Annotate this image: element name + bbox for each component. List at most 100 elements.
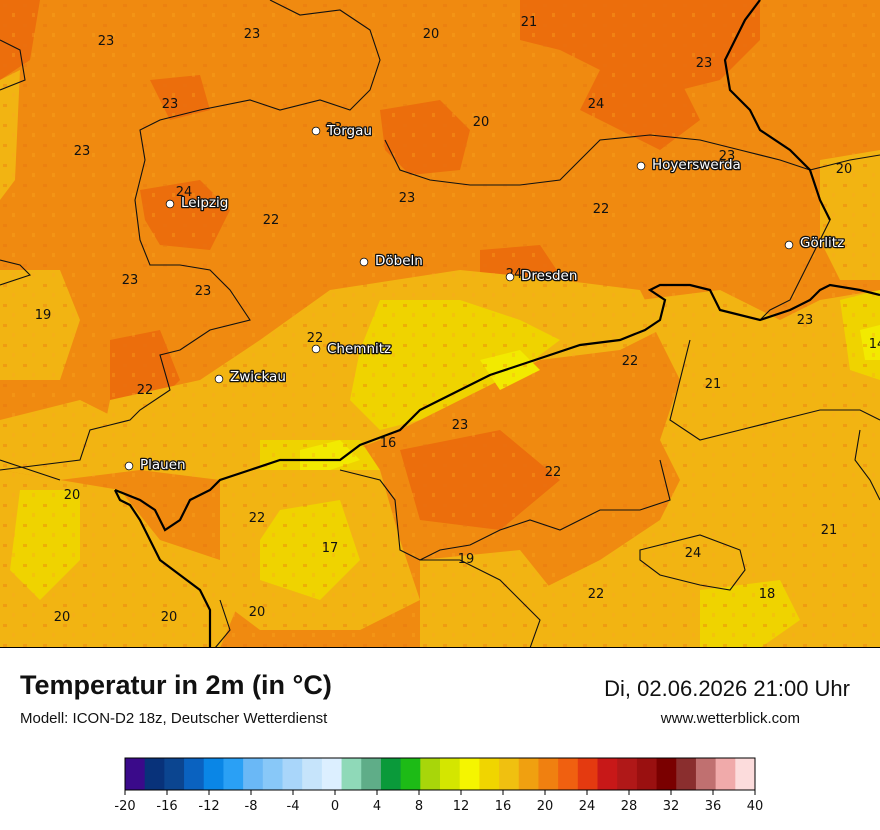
legend-swatch bbox=[282, 758, 303, 790]
legend-tick-label: -4 bbox=[287, 799, 300, 814]
temp-label: 22 bbox=[545, 465, 562, 480]
legend-swatch bbox=[184, 758, 205, 790]
legend-swatch bbox=[558, 758, 579, 790]
map-title: Temperatur in 2m (in °C) bbox=[20, 670, 332, 700]
legend-tick-label: -8 bbox=[245, 799, 258, 814]
legend-swatch bbox=[735, 758, 756, 790]
city-label: Zwickau bbox=[230, 369, 286, 385]
legend-tick-label: 8 bbox=[415, 799, 423, 814]
temp-label: 22 bbox=[593, 202, 610, 217]
website-link[interactable]: www.wetterblick.com bbox=[660, 710, 800, 727]
city-hoyerswerda[interactable]: Hoyerswerda bbox=[636, 156, 742, 174]
city-leipzig[interactable]: Leipzig bbox=[165, 194, 230, 212]
forecast-datetime: Di, 02.06.2026 21:00 Uhr bbox=[604, 676, 850, 701]
legend-swatch bbox=[617, 758, 638, 790]
city-doebeln[interactable]: Döbeln bbox=[359, 252, 424, 270]
legend-tick-label: 36 bbox=[705, 799, 722, 814]
temp-label: 23 bbox=[122, 273, 139, 288]
legend-swatch bbox=[636, 758, 658, 790]
city-markers: Torgau Leipzig Hoyerswerda Döbeln Dresde… bbox=[124, 122, 845, 474]
legend-swatch bbox=[400, 758, 421, 790]
legend-tick-label: -12 bbox=[198, 799, 219, 814]
temp-label: 23 bbox=[162, 97, 179, 112]
city-dot bbox=[311, 344, 321, 354]
legend-swatch bbox=[440, 758, 461, 790]
city-dot bbox=[311, 126, 321, 136]
temp-label: 23 bbox=[696, 56, 713, 71]
city-dot bbox=[214, 374, 224, 384]
temp-label: 22 bbox=[622, 354, 639, 369]
temp-label: 22 bbox=[137, 383, 154, 398]
city-label: Chemnitz bbox=[327, 341, 391, 357]
legend-swatch bbox=[459, 758, 480, 790]
city-chemnitz[interactable]: Chemnitz bbox=[311, 340, 392, 358]
temp-label: 20 bbox=[249, 605, 266, 620]
legend-swatch bbox=[577, 758, 598, 790]
city-goerlitz[interactable]: Görlitz bbox=[784, 234, 845, 252]
legend-swatch bbox=[479, 758, 500, 790]
legend-swatch bbox=[499, 758, 520, 790]
legend-tick-label: 32 bbox=[663, 799, 680, 814]
temp-label: 20 bbox=[836, 162, 853, 177]
legend-tick-label: 12 bbox=[453, 799, 470, 814]
city-label: Görlitz bbox=[800, 235, 844, 251]
legend-swatch bbox=[125, 758, 146, 790]
legend-swatch bbox=[262, 758, 283, 790]
city-dresden[interactable]: Dresden bbox=[505, 267, 579, 285]
temp-label: 23 bbox=[399, 191, 416, 206]
legend-tick-label: 4 bbox=[373, 799, 381, 814]
legend-swatch bbox=[597, 758, 618, 790]
temp-label: 22 bbox=[263, 213, 280, 228]
legend-swatch bbox=[380, 758, 402, 790]
legend-swatch bbox=[656, 758, 677, 790]
city-plauen[interactable]: Plauen bbox=[124, 456, 187, 474]
legend-swatch bbox=[715, 758, 736, 790]
legend-swatch bbox=[321, 758, 343, 790]
legend-tick-label: -20 bbox=[114, 799, 135, 814]
temp-label: 20 bbox=[54, 610, 71, 625]
temp-label: 23 bbox=[74, 144, 91, 159]
temp-label: 22 bbox=[307, 331, 324, 346]
legend-ticks: -20 -16 -12 -8 -4 0 4 8 12 16 20 24 28 32 36 40 bbox=[114, 790, 763, 814]
legend-tick-label: 24 bbox=[579, 799, 596, 814]
footer-panel: Temperatur in 2m (in °C) Modell: ICON-D2… bbox=[0, 648, 880, 830]
temp-label: 18 bbox=[759, 587, 776, 602]
legend-swatch bbox=[341, 758, 362, 790]
legend-swatch bbox=[302, 758, 323, 790]
legend-swatch bbox=[538, 758, 559, 790]
city-label: Döbeln bbox=[375, 253, 423, 269]
temp-label: 24 bbox=[588, 97, 605, 112]
city-torgau[interactable]: Torgau bbox=[311, 122, 373, 140]
city-label: Plauen bbox=[140, 457, 186, 473]
temp-label: 23 bbox=[244, 27, 261, 42]
city-dot bbox=[124, 461, 134, 471]
temp-label: 23 bbox=[452, 418, 469, 433]
legend-frame bbox=[124, 757, 756, 791]
legend-swatch bbox=[518, 758, 539, 790]
temp-label: 23 bbox=[326, 121, 343, 136]
temp-label: 24 bbox=[685, 546, 702, 561]
temp-label: 17 bbox=[322, 541, 339, 556]
color-legend: -20 -16 -12 -8 -4 0 4 8 12 16 20 24 28 32 36 40 bbox=[114, 757, 763, 814]
legend-swatches bbox=[124, 757, 756, 791]
city-zwickau[interactable]: Zwickau bbox=[214, 368, 287, 386]
temp-label: 19 bbox=[35, 308, 52, 323]
temp-label: 23 bbox=[797, 313, 814, 328]
temp-label: 19 bbox=[458, 552, 475, 567]
temp-label: 21 bbox=[821, 523, 838, 538]
temp-label: 24 bbox=[176, 185, 193, 200]
city-dot bbox=[636, 161, 646, 171]
temp-label: 23 bbox=[719, 149, 736, 164]
legend-swatch bbox=[203, 758, 224, 790]
city-label: Hoyerswerda bbox=[652, 157, 741, 173]
temp-label: 22 bbox=[249, 511, 266, 526]
city-dot bbox=[165, 199, 175, 209]
temp-label: 20 bbox=[64, 488, 81, 503]
city-dot bbox=[505, 272, 515, 282]
legend-tick-label: 16 bbox=[495, 799, 512, 814]
temp-label: 20 bbox=[423, 27, 440, 42]
temp-label: 22 bbox=[588, 587, 605, 602]
model-source: Modell: ICON-D2 18z, Deutscher Wetterdie… bbox=[20, 710, 328, 727]
temp-label: 14 bbox=[869, 337, 880, 352]
temp-label: 23 bbox=[98, 34, 115, 49]
